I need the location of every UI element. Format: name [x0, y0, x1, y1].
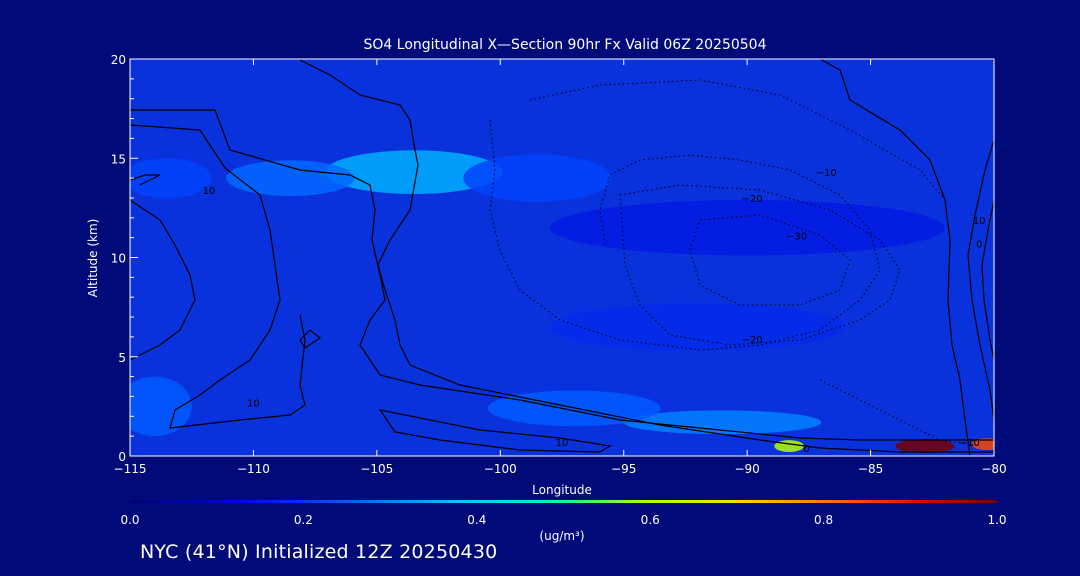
x-tick-label: −95	[611, 462, 636, 476]
contour-line	[299, 59, 994, 453]
contour-line	[130, 109, 994, 441]
contour-label: 10	[247, 398, 260, 409]
contour-labels: 10 −10 −20 −30 −20 10 0 −10 0 10 10 0	[203, 53, 997, 455]
contour-line	[378, 409, 612, 453]
concentration-feature	[895, 439, 955, 454]
contour-label: −20	[742, 335, 763, 346]
contour-line	[967, 139, 994, 421]
y-tick-label: 20	[111, 53, 126, 67]
dotted-contours	[489, 79, 976, 446]
contour-label: 10	[973, 216, 986, 227]
colorbar-tick-label: 0.2	[294, 513, 313, 527]
colorbar-tick-label: 0.4	[467, 513, 486, 527]
x-tick-label: −100	[484, 462, 517, 476]
colorbar-tick-label: 1.0	[987, 513, 1006, 527]
contour-label: 10	[203, 186, 216, 197]
contour-line	[130, 124, 306, 429]
contour-line	[130, 174, 161, 186]
concentration-feature	[226, 160, 355, 196]
x-tick-label: −105	[360, 462, 393, 476]
chart-title: SO4 Longitudinal X—Section 90hr Fx Valid…	[364, 37, 767, 53]
y-tick-label: 5	[118, 351, 126, 365]
concentration-feature	[549, 303, 846, 351]
contour-label: 0	[991, 53, 997, 64]
initialization-caption: NYC (41°N) Initialized 12Z 20250430	[140, 541, 498, 563]
colorbar-tick-label: 0.0	[120, 513, 139, 527]
contour-line	[619, 184, 901, 346]
concentration-field	[130, 150, 994, 454]
contour-label: −10	[816, 168, 837, 179]
colorbar-ticks: 0.0 0.2 0.4 0.6 0.8 1.0	[120, 513, 1006, 527]
concentration-feature	[130, 376, 192, 437]
contour-line	[299, 329, 322, 349]
concentration-feature	[623, 410, 822, 435]
x-tick-label: −90	[734, 462, 759, 476]
x-axis-label: Longitude	[532, 483, 592, 497]
contour-label: 0	[803, 444, 809, 455]
contour-line	[489, 119, 881, 351]
concentration-feature	[325, 150, 503, 194]
contour-line	[819, 59, 971, 456]
y-axis-label: Altitude (km)	[86, 219, 100, 298]
concentration-feature	[549, 199, 945, 256]
x-tick-label: −85	[858, 462, 883, 476]
x-tick-label: −115	[114, 462, 147, 476]
y-tick-label: 10	[111, 252, 126, 266]
contour-label: −30	[786, 232, 807, 243]
contour-label: −10	[959, 438, 980, 449]
concentration-feature	[130, 158, 212, 198]
y-tick-label: 15	[111, 152, 126, 166]
contour-label: −20	[742, 194, 763, 205]
plot-area: 10 −10 −20 −30 −20 10 0 −10 0 10 10 0	[130, 53, 997, 456]
x-tick-label: −110	[237, 462, 270, 476]
concentration-feature	[463, 154, 612, 202]
colorbar-tick-label: 0.8	[814, 513, 833, 527]
x-tick-label: −80	[981, 462, 1006, 476]
colorbar-tick-label: 0.6	[641, 513, 660, 527]
contour-line	[529, 79, 946, 201]
y-tick-label: 0	[118, 450, 126, 464]
colorbar-units: (ug/m³)	[539, 529, 584, 543]
contour-line	[130, 199, 196, 361]
contour-lines	[130, 59, 994, 456]
colorbar	[130, 500, 997, 503]
contour-line	[981, 199, 994, 361]
concentration-feature	[971, 438, 994, 451]
contour-label: 10	[556, 438, 569, 449]
contour-label: 0	[976, 240, 982, 251]
